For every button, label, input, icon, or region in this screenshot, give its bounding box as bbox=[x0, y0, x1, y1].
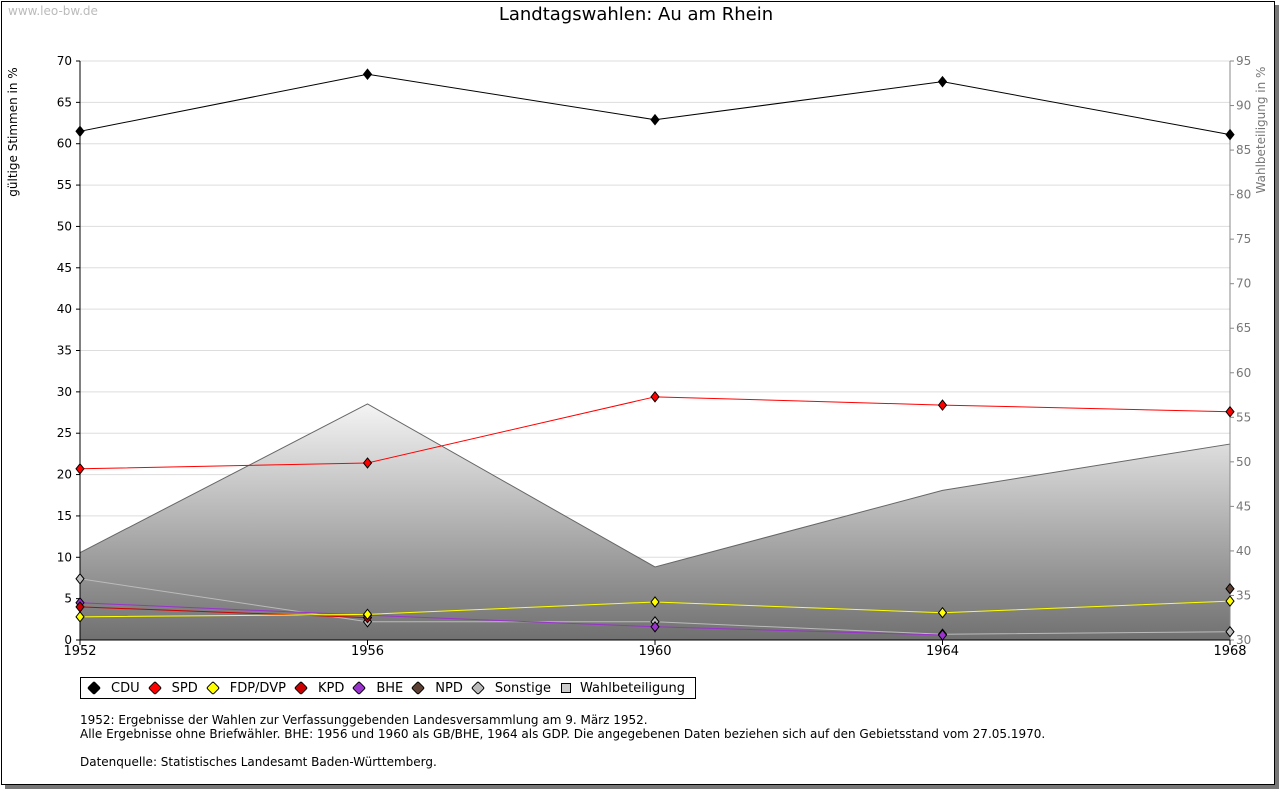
legend-marker bbox=[352, 680, 367, 696]
legend-item: Wahlbeteiligung bbox=[561, 681, 685, 696]
legend-item: NPD bbox=[411, 680, 463, 696]
data-point-SPD bbox=[937, 399, 948, 411]
y2-tick-label: 85 bbox=[1236, 143, 1251, 157]
data-point-CDU bbox=[937, 75, 948, 88]
y2-axis-label: Wahlbeteiligung in % bbox=[1254, 67, 1268, 194]
legend-marker bbox=[147, 680, 162, 696]
y-tick-label: 40 bbox=[57, 302, 72, 316]
y2-tick-label: 70 bbox=[1236, 277, 1251, 291]
data-point-CDU bbox=[650, 113, 660, 126]
data-point-SPD bbox=[1225, 405, 1235, 418]
data-point-FDP/DVP bbox=[75, 611, 85, 623]
legend: CDU SPD FDP/DVP KPD BHE NPD Sonstige Wahlbeteil… bbox=[80, 677, 697, 699]
y-tick-label: 55 bbox=[57, 178, 72, 192]
x-tick-label: 1952 bbox=[63, 644, 96, 659]
data-point-FDP/DVP bbox=[937, 606, 948, 619]
legend-marker bbox=[561, 683, 572, 693]
y-tick-label: 45 bbox=[57, 261, 72, 275]
y-tick-label: 30 bbox=[57, 385, 72, 399]
y-tick-label: 15 bbox=[57, 509, 72, 523]
data-point-SPD bbox=[362, 457, 373, 469]
y-tick-label: 5 bbox=[64, 592, 72, 606]
watermark: www.leo-bw.de bbox=[8, 4, 98, 18]
legend-item: SPD bbox=[147, 680, 198, 696]
data-point-FDP/DVP bbox=[1225, 595, 1235, 607]
note: 1952: Ergebnisse der Wahlen zur Verfassu… bbox=[80, 713, 648, 727]
y2-tick-label: 55 bbox=[1236, 410, 1251, 424]
legend-label: CDU bbox=[111, 680, 140, 696]
series-line-BHE bbox=[79, 602, 943, 636]
x-tick-label: 1960 bbox=[638, 644, 671, 659]
legend-label: NPD bbox=[435, 680, 463, 696]
data-point-BHE bbox=[937, 629, 948, 641]
legend-item: BHE bbox=[352, 680, 404, 696]
note: Datenquelle: Statistisches Landesamt Bad… bbox=[80, 755, 437, 769]
data-point-CDU bbox=[75, 125, 85, 138]
data-point-SPD bbox=[75, 462, 85, 475]
data-point-NPD bbox=[1225, 582, 1235, 595]
y2-tick-label: 50 bbox=[1236, 455, 1251, 469]
y2-tick-label: 90 bbox=[1236, 99, 1251, 113]
legend-marker bbox=[86, 680, 102, 696]
y2-tick-label: 65 bbox=[1236, 321, 1251, 335]
x-tick-label: 1956 bbox=[351, 644, 384, 659]
footnotes: 1952: Ergebnisse der Wahlen zur Verfassu… bbox=[80, 713, 1045, 769]
x-tick-label: 1964 bbox=[926, 644, 959, 659]
y-tick-label: 10 bbox=[57, 550, 72, 564]
legend-label: KPD bbox=[317, 680, 345, 696]
legend-label: FDP/DVP bbox=[229, 680, 286, 696]
note: Alle Ergebnisse ohne Briefwähler. BHE: 1… bbox=[80, 727, 1046, 741]
note bbox=[80, 741, 1045, 755]
x-tick-label: 1968 bbox=[1213, 644, 1246, 659]
y2-tick-label: 95 bbox=[1236, 54, 1251, 68]
y-tick-label: 20 bbox=[57, 468, 72, 482]
y2-tick-label: 60 bbox=[1236, 366, 1251, 380]
series-line-CDU bbox=[79, 73, 1231, 136]
legend-item: KPD bbox=[293, 680, 345, 696]
y2-tick-label: 45 bbox=[1236, 499, 1251, 513]
y-tick-label: 35 bbox=[57, 344, 72, 358]
y-tick-label: 0 bbox=[64, 633, 72, 647]
y2-tick-label: 40 bbox=[1236, 544, 1251, 558]
legend-label: Sonstige bbox=[494, 680, 552, 696]
y-tick-label: 70 bbox=[57, 54, 72, 68]
data-point-FDP/DVP bbox=[650, 596, 660, 608]
chart-plot: 0 5 10 15 20 25 30 35 40 45 50 55 60 65 70 30 35 40 45 50 55… bbox=[6, 54, 1268, 659]
legend-item: CDU bbox=[86, 680, 140, 696]
legend-label: SPD bbox=[171, 680, 198, 696]
y-axis-label: gültige Stimmen in % bbox=[6, 67, 20, 196]
data-point-Sonstige bbox=[1225, 625, 1235, 638]
data-point-BHE bbox=[650, 620, 660, 633]
series-line-KPD bbox=[79, 606, 368, 619]
data-point-CDU bbox=[362, 68, 373, 81]
chart-title: Landtagswahlen: Au am Rhein bbox=[498, 4, 774, 25]
y-tick-label: 25 bbox=[57, 426, 72, 440]
data-point-Sonstige bbox=[75, 572, 85, 585]
legend-marker bbox=[205, 680, 220, 696]
legend-marker bbox=[411, 680, 426, 696]
data-point-CDU bbox=[1225, 128, 1235, 141]
legend-item: Sonstige bbox=[470, 680, 552, 696]
y-tick-label: 50 bbox=[57, 219, 72, 233]
y2-tick-label: 30 bbox=[1236, 633, 1251, 647]
legend-label: Wahlbeteiligung bbox=[580, 680, 686, 696]
data-point-SPD bbox=[650, 391, 660, 403]
legend-label: BHE bbox=[376, 680, 404, 696]
y2-tick-label: 75 bbox=[1236, 232, 1251, 246]
y2-tick-label: 35 bbox=[1236, 588, 1251, 602]
y-tick-label: 65 bbox=[57, 95, 72, 109]
legend-marker bbox=[293, 680, 309, 696]
legend-marker bbox=[470, 680, 485, 696]
data-point-FDP/DVP bbox=[362, 608, 373, 621]
y2-tick-label: 80 bbox=[1236, 188, 1251, 202]
y-tick-label: 60 bbox=[57, 137, 72, 151]
legend-item: FDP/DVP bbox=[205, 680, 286, 696]
